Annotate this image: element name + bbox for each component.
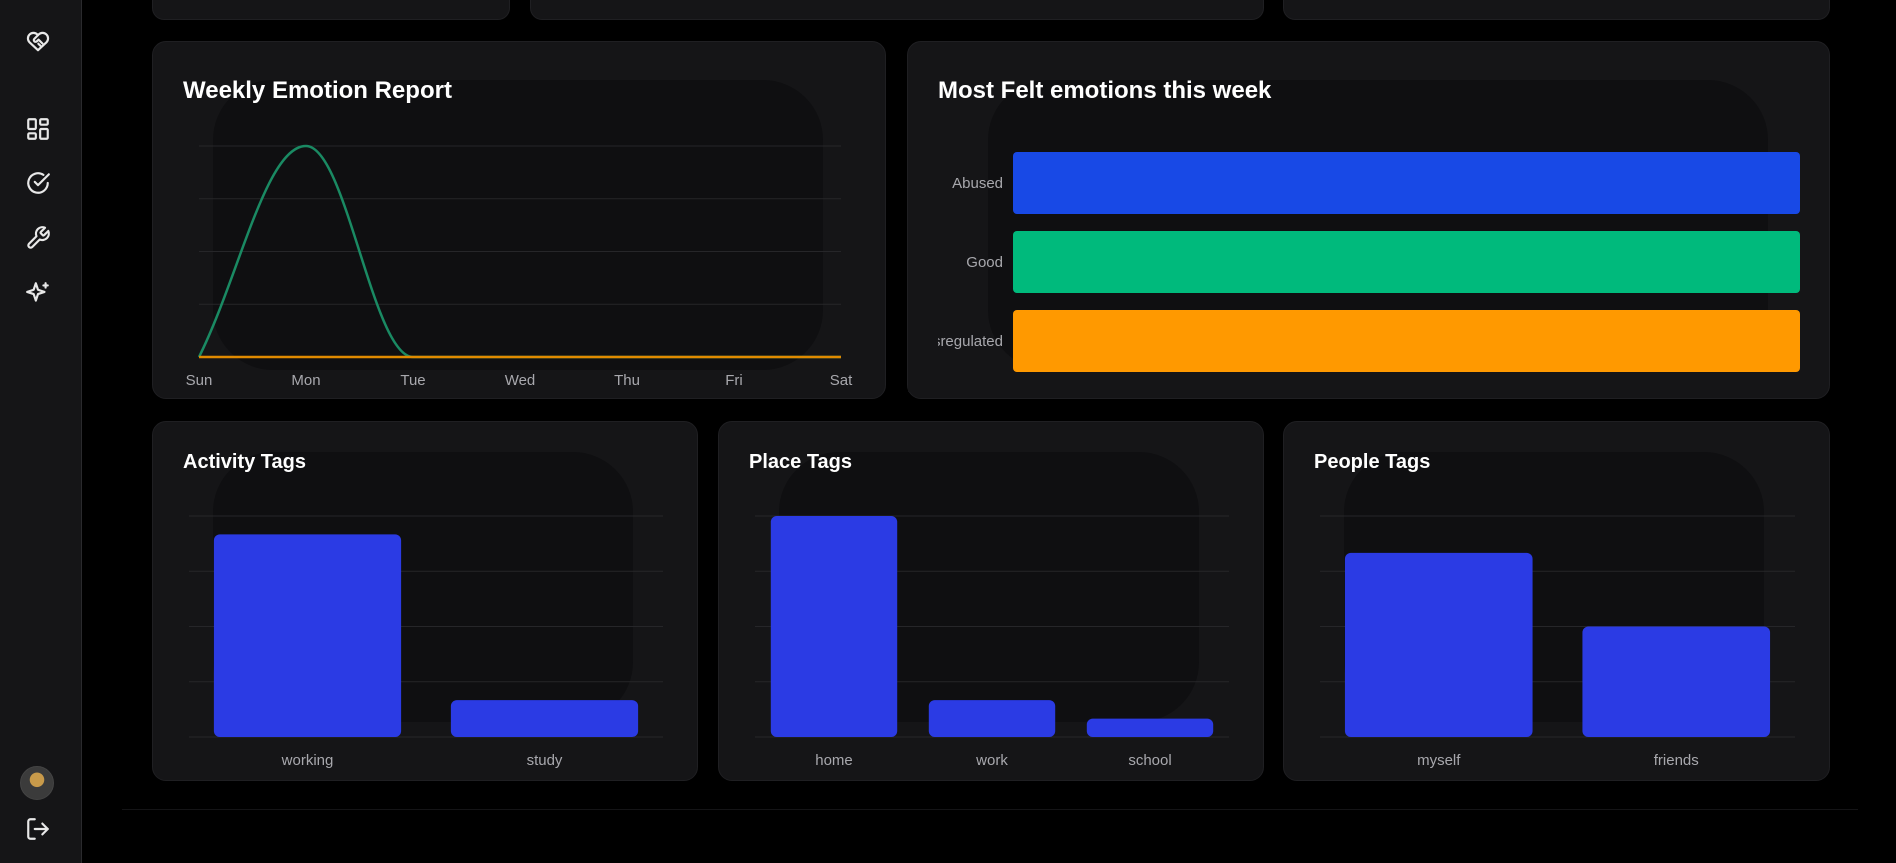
y-tick-label: Abused [952, 175, 1003, 192]
place-tags-chart: home work school [755, 515, 1229, 769]
card-title: Place Tags [749, 451, 853, 473]
card-title: Activity Tags [183, 451, 306, 473]
divider [122, 809, 1858, 810]
bar-home [770, 516, 898, 737]
x-tick-label: study [527, 752, 563, 769]
activity-tags-card: Activity Tags working study [152, 421, 698, 781]
most-felt-card: Most Felt emotions this week Abused Good D… [907, 41, 1830, 399]
x-tick-label: working [281, 752, 334, 769]
label-clip [908, 132, 938, 392]
x-tick-label: Fri [725, 372, 743, 389]
bar-friends [1582, 626, 1771, 737]
bar-study [450, 700, 639, 737]
top-card-stub-1 [152, 0, 510, 20]
bar-good [1013, 231, 1800, 293]
bar-dysregulated [1013, 310, 1800, 372]
check-circle-icon[interactable] [23, 168, 53, 198]
x-tick-label: school [1128, 752, 1171, 769]
y-tick-label: Good [966, 254, 1003, 271]
series-line-1 [197, 144, 841, 359]
x-tick-label: Mon [291, 372, 320, 389]
x-tick-label: Sun [186, 372, 213, 389]
bar-working [213, 534, 402, 737]
sidebar [0, 0, 82, 863]
wrench-icon[interactable] [23, 223, 53, 253]
x-tick-label: Sat [830, 372, 853, 389]
people-tags-chart: myself friends [1320, 515, 1795, 769]
x-tick-label: Tue [400, 372, 425, 389]
bar-myself [1344, 552, 1533, 737]
bar-abused [1013, 152, 1800, 214]
logout-icon[interactable] [23, 814, 53, 844]
bar-school [1086, 718, 1214, 737]
x-tick-label: myself [1417, 752, 1461, 769]
x-tick-label: work [975, 752, 1008, 769]
bar-work [928, 700, 1056, 737]
place-tags-card: Place Tags home work school [718, 421, 1264, 781]
top-card-stub-3 [1283, 0, 1830, 20]
heart-handshake-icon[interactable] [23, 26, 53, 56]
x-tick-label: friends [1654, 752, 1699, 769]
sparkles-icon[interactable] [23, 278, 53, 308]
x-tick-label: home [815, 752, 853, 769]
x-tick-label: Thu [614, 372, 640, 389]
people-tags-card: People Tags myself friends [1283, 421, 1830, 781]
card-title: People Tags [1314, 451, 1431, 473]
top-card-stub-2 [530, 0, 1264, 20]
card-title: Most Felt emotions this week [938, 77, 1272, 104]
weekly-emotion-chart: Sun Mon Tue Wed Thu Fri Sat [186, 144, 853, 389]
weekly-emotion-card: Weekly Emotion Report Sun Mon Tue Wed Thu Fri… [152, 41, 886, 399]
dashboard-icon[interactable] [23, 114, 53, 144]
x-tick-label: Wed [505, 372, 536, 389]
activity-tags-chart: working study [189, 515, 663, 769]
card-title: Weekly Emotion Report [183, 77, 452, 104]
avatar[interactable] [20, 766, 54, 800]
